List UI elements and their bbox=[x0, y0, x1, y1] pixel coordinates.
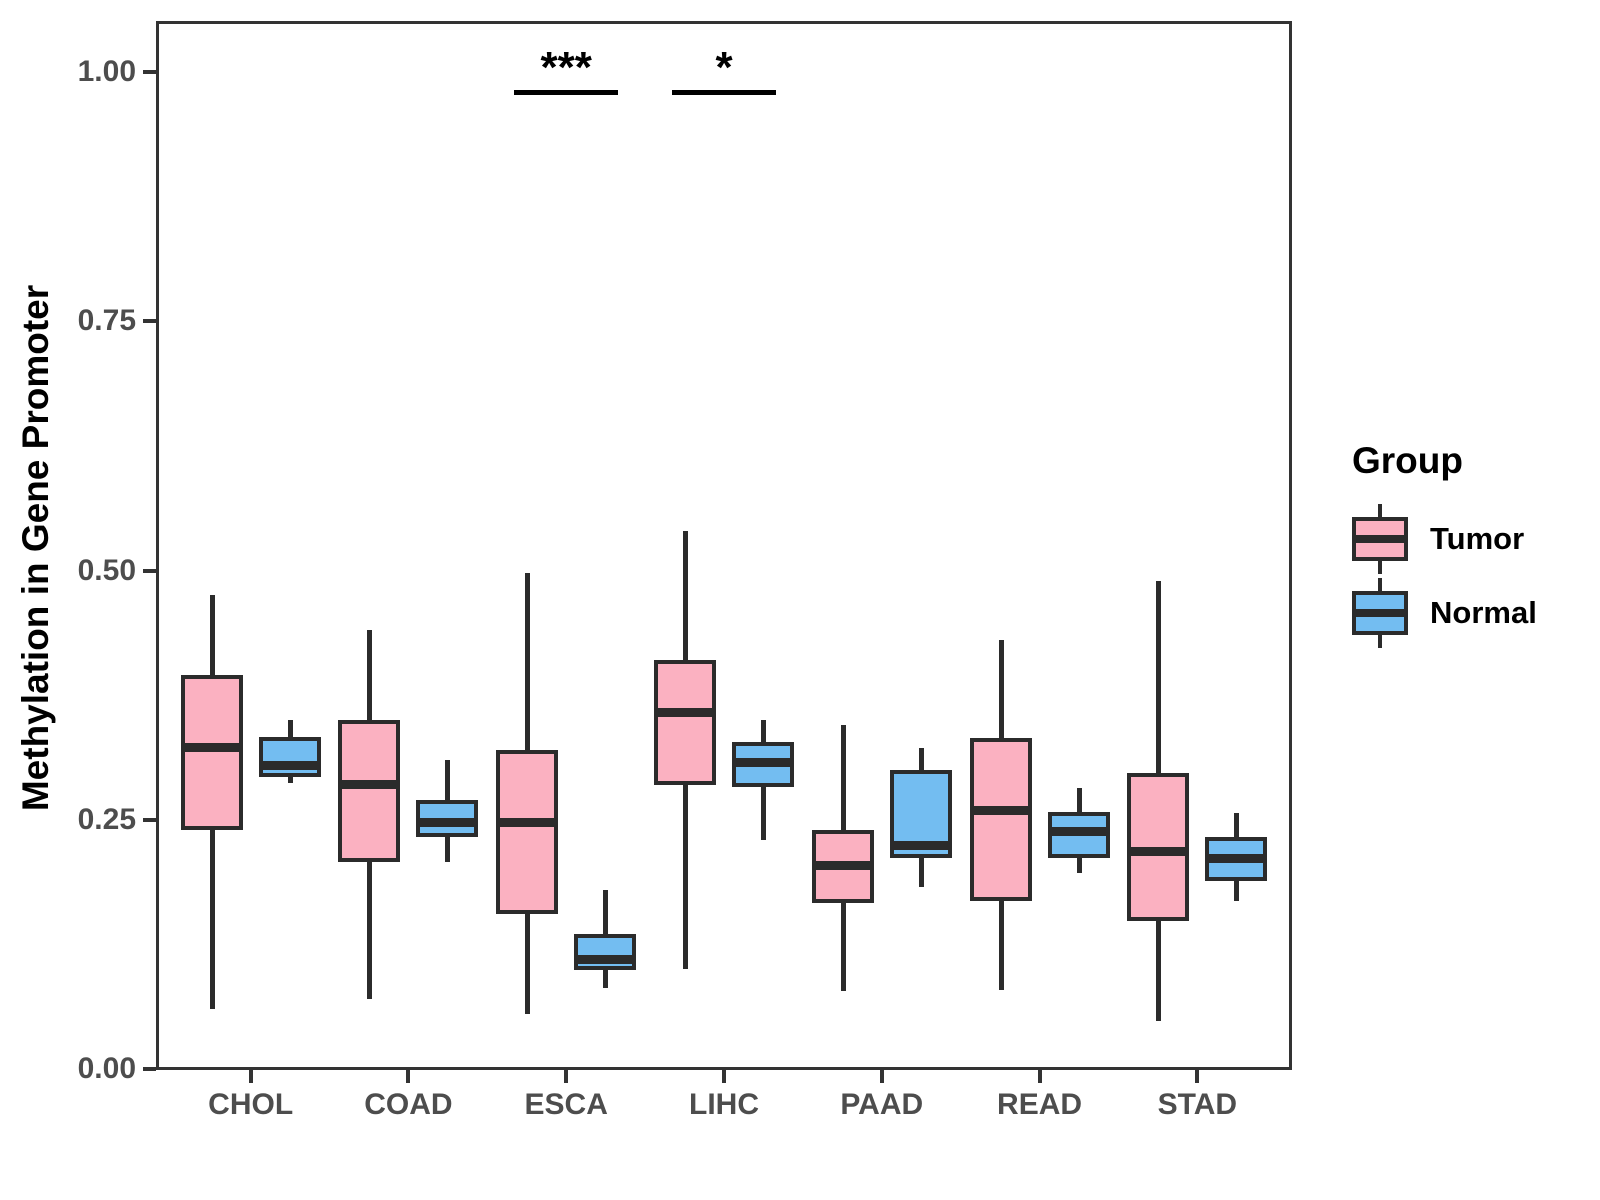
x-axis-tick bbox=[1037, 1070, 1042, 1083]
significance-label-lihc: * bbox=[715, 43, 733, 92]
box-tumor-lihc bbox=[654, 660, 716, 785]
key-whisker-icon bbox=[1378, 504, 1382, 518]
median-tumor-coad bbox=[338, 779, 401, 789]
y-tick-label: 0.00 bbox=[77, 1052, 136, 1085]
x-axis-tick bbox=[564, 1070, 569, 1083]
x-axis-tick bbox=[879, 1070, 884, 1083]
median-tumor-lihc bbox=[654, 708, 716, 718]
key-box-icon bbox=[1352, 517, 1408, 561]
median-normal-esca bbox=[574, 955, 637, 965]
x-tick-label-lihc: LIHC bbox=[689, 1088, 759, 1121]
key-box-icon bbox=[1352, 591, 1408, 635]
median-normal-chol bbox=[258, 760, 321, 770]
key-median-icon bbox=[1356, 535, 1404, 543]
box-tumor-read bbox=[969, 737, 1032, 902]
box-tumor-esca bbox=[496, 749, 559, 915]
x-tick-label-coad: COAD bbox=[364, 1088, 453, 1121]
legend-item-tumor: Tumor bbox=[1352, 504, 1537, 574]
y-axis-tick bbox=[143, 70, 156, 74]
x-axis-tick bbox=[722, 1070, 726, 1083]
key-whisker-icon bbox=[1378, 578, 1382, 592]
legend-title: Group bbox=[1352, 440, 1463, 481]
box-tumor-coad bbox=[338, 720, 401, 862]
median-tumor-read bbox=[969, 805, 1032, 815]
x-tick-label-esca: ESCA bbox=[524, 1088, 608, 1121]
tumor-boxplot-key-icon bbox=[1352, 504, 1408, 574]
box-tumor-chol bbox=[180, 675, 243, 830]
significance-bar-esca bbox=[514, 90, 619, 95]
legend-item-normal: Normal bbox=[1352, 578, 1537, 648]
y-tick-label: 1.00 bbox=[77, 55, 136, 88]
plot-panel-border bbox=[156, 21, 1292, 1070]
x-tick-label-chol: CHOL bbox=[208, 1088, 294, 1121]
key-whisker-icon bbox=[1378, 634, 1382, 648]
key-median-icon bbox=[1356, 609, 1404, 617]
y-tick-label: 0.75 bbox=[77, 304, 136, 338]
median-normal-read bbox=[1047, 826, 1110, 836]
x-axis-tick bbox=[406, 1070, 411, 1083]
y-axis-tick bbox=[143, 319, 156, 324]
median-tumor-paad bbox=[811, 860, 874, 870]
y-tick-label: 0.50 bbox=[77, 553, 136, 587]
x-axis-tick bbox=[248, 1070, 253, 1083]
significance-label-esca: *** bbox=[540, 43, 592, 92]
y-axis-tick bbox=[143, 568, 156, 573]
median-normal-coad bbox=[416, 817, 479, 827]
legend: Group Tumor Normal bbox=[1352, 440, 1537, 652]
median-tumor-esca bbox=[496, 817, 559, 827]
x-tick-label-read: READ bbox=[997, 1088, 1083, 1121]
y-tick-label: 0.25 bbox=[77, 802, 136, 836]
y-axis-tick bbox=[143, 1067, 156, 1071]
normal-boxplot-key-icon bbox=[1352, 578, 1408, 648]
x-tick-label-paad: PAAD bbox=[840, 1088, 924, 1121]
x-axis-tick bbox=[1195, 1070, 1200, 1083]
x-tick-label-stad: STAD bbox=[1157, 1088, 1238, 1121]
significance-bar-lihc bbox=[672, 90, 776, 95]
median-tumor-stad bbox=[1127, 846, 1190, 856]
key-whisker-icon bbox=[1378, 560, 1382, 574]
y-axis-tick bbox=[143, 817, 156, 822]
median-normal-paad bbox=[889, 840, 952, 850]
box-normal-chol bbox=[258, 736, 321, 777]
median-normal-lihc bbox=[732, 757, 794, 767]
median-tumor-chol bbox=[180, 742, 243, 752]
legend-label-tumor: Tumor bbox=[1430, 521, 1525, 556]
box-normal-esca bbox=[574, 934, 637, 971]
median-normal-stad bbox=[1205, 853, 1268, 863]
legend-label-normal: Normal bbox=[1430, 595, 1537, 630]
